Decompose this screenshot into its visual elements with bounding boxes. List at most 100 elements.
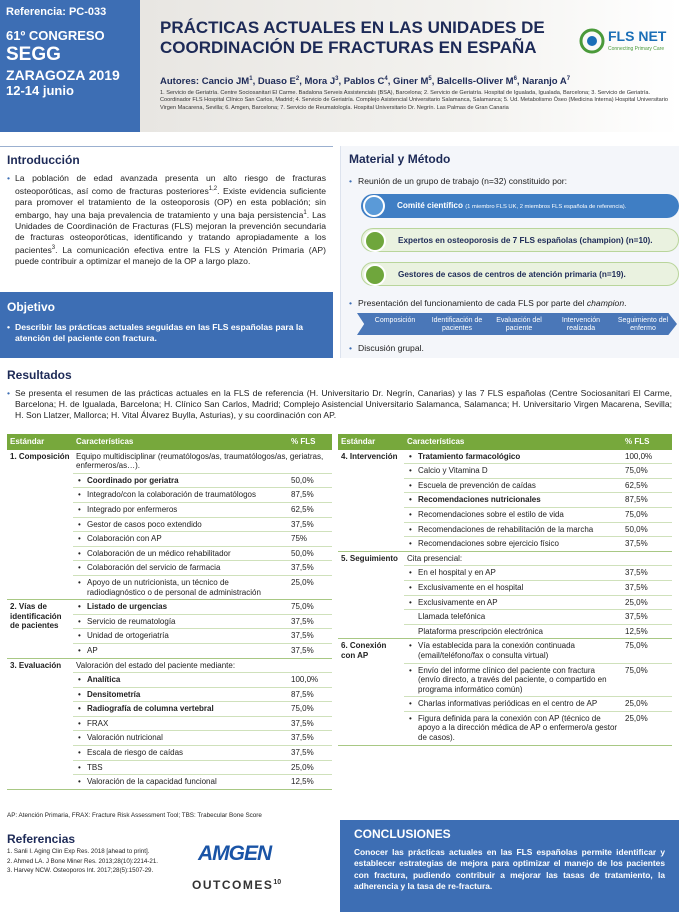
percentage: 87,5% bbox=[622, 492, 672, 508]
feature: Coordinado por geriatra bbox=[73, 473, 288, 489]
authors: Autores: Cancio JM1, Duaso E2, Mora J3, … bbox=[160, 76, 670, 87]
standard: 1. Composición bbox=[7, 449, 73, 601]
feature: Envío del informe clínico del paciente c… bbox=[404, 663, 622, 698]
author-name: Balcells-Oliver M bbox=[437, 76, 514, 88]
author-sup: 4 bbox=[384, 76, 388, 82]
percentage: 25,0% bbox=[622, 595, 672, 611]
authors-label: Autores: bbox=[160, 76, 200, 88]
feature: Exclusivamente en el hospital bbox=[404, 580, 622, 596]
feature: AP bbox=[73, 643, 288, 659]
reference: 3. Harvey NCW. Osteoporos Int. 2017;28(5… bbox=[7, 867, 154, 874]
standard: 4. Intervención bbox=[338, 449, 404, 552]
author-name: Mora J bbox=[304, 76, 336, 88]
item-row: Recomendaciones sobre ejercicio físico37… bbox=[338, 536, 672, 552]
footnote: AP: Atención Primaria, FRAX: Fracture Ri… bbox=[7, 812, 262, 819]
percentage: 87,5% bbox=[288, 487, 332, 503]
item-row: Colaboración de un médico rehabilitador5… bbox=[7, 546, 332, 562]
header-row: Estándar Características% FLS bbox=[7, 434, 332, 450]
objective-text: Describir las prácticas actuales seguida… bbox=[7, 322, 326, 344]
table-group: 1. Composición Equipo multidisciplinar (r… bbox=[7, 449, 332, 601]
outcomes-logo: OUTCOMES10 bbox=[192, 878, 281, 892]
author-sep: , bbox=[516, 76, 520, 88]
feature: Listado de urgencias bbox=[73, 599, 288, 615]
intro-row: 5. Seguimiento Cita presencial: bbox=[338, 551, 672, 640]
feature: TBS bbox=[73, 760, 288, 776]
reference: 1. Sanli I. Aging Clin Exp Res. 2018 [ah… bbox=[7, 848, 150, 855]
intro-run: La población de edad avanzada presenta u… bbox=[15, 173, 326, 196]
feature: Gestor de casos poco extendido bbox=[73, 517, 288, 533]
item-row: Integrado/con la colaboración de traumat… bbox=[7, 487, 332, 503]
feature: Analítica bbox=[73, 672, 288, 688]
author-sup: 3 bbox=[335, 76, 339, 82]
percentage: 37,5% bbox=[288, 745, 332, 761]
reference: Referencia: PC-033 bbox=[6, 6, 107, 18]
column-header: Características bbox=[73, 434, 288, 450]
affiliations: 1. Servicio de Geriatría. Centre Sociosa… bbox=[160, 90, 669, 111]
intro-row: 1. Composición Equipo multidisciplinar (r… bbox=[7, 449, 332, 601]
standard: 3. Evaluación bbox=[7, 658, 73, 790]
feature: Exclusivamente en AP bbox=[404, 595, 622, 611]
column-header: Estándar bbox=[7, 434, 73, 450]
feature: Apoyo de un nutricionista, un técnico de… bbox=[73, 575, 288, 601]
bullet-em: champion bbox=[586, 298, 625, 308]
group-label: Comité científico bbox=[397, 201, 463, 210]
table-group: 3. Evaluación Valoración del estado del p… bbox=[7, 658, 332, 790]
percentage: 12,5% bbox=[622, 624, 672, 640]
step: Composición bbox=[357, 313, 429, 335]
bullet-end: . bbox=[624, 298, 627, 308]
citation: 3 bbox=[51, 244, 56, 251]
standard: 6. Conexión con AP bbox=[338, 638, 404, 746]
results-table: Estándar Características% FLS 4. Intervenc… bbox=[338, 434, 672, 746]
percentage: 75,0% bbox=[622, 463, 672, 479]
citation: 1,2 bbox=[208, 186, 218, 192]
author-sup: 7 bbox=[566, 76, 571, 82]
group-intro: Cita presencial: bbox=[404, 551, 672, 567]
percentage: 37,5% bbox=[622, 565, 672, 581]
feature: Unidad de ortogeriatría bbox=[73, 628, 288, 644]
item-row: 2. Vías de identificación de pacientesLi… bbox=[7, 599, 332, 659]
percentage: 75,0% bbox=[622, 507, 672, 523]
section-heading: CONCLUSIONES bbox=[354, 827, 451, 841]
percentage: 50,0% bbox=[288, 546, 332, 562]
intro-run: . Existe evidencia suficiente para promo… bbox=[15, 185, 326, 220]
percentage: 62,5% bbox=[622, 478, 672, 494]
logo-tagline: Connecting Primary Care bbox=[608, 46, 665, 52]
column-header: % FLS bbox=[622, 434, 672, 450]
author-sup: 6 bbox=[513, 76, 517, 82]
percentage: 12,5% bbox=[288, 774, 332, 790]
author-name: Pablos C bbox=[343, 76, 385, 88]
feature: Integrado/con la colaboración de traumat… bbox=[73, 487, 288, 503]
group-pill: Gestores de casos de centros de atención… bbox=[361, 262, 679, 286]
feature: Recomendaciones sobre ejercicio físico bbox=[404, 536, 622, 552]
logo-name: FLS NET bbox=[608, 28, 667, 44]
percentage: 37,5% bbox=[288, 643, 332, 659]
group-intro: Valoración del estado del paciente media… bbox=[73, 658, 332, 674]
standard: 2. Vías de identificación de pacientes bbox=[7, 599, 73, 659]
percentage: 62,5% bbox=[288, 502, 332, 518]
column-header: Características bbox=[404, 434, 622, 450]
author-sep: , bbox=[299, 76, 302, 88]
section-heading: Referencias bbox=[7, 832, 76, 846]
venue: ZARAGOZA 2019 bbox=[6, 67, 120, 83]
feature: Llamada telefónica bbox=[404, 609, 622, 625]
step: Identificación de pacientes bbox=[419, 313, 491, 335]
percentage: 37,5% bbox=[288, 628, 332, 644]
percentage: 87,5% bbox=[288, 687, 332, 703]
section-heading: Resultados bbox=[7, 368, 72, 382]
item-row: Valoración de la capacidad funcional12,5… bbox=[7, 774, 332, 790]
percentage: 25,0% bbox=[288, 760, 332, 776]
table-head: Estándar Características% FLS bbox=[7, 434, 332, 450]
header-background bbox=[140, 0, 679, 132]
feature: Plataforma prescripción electrónica bbox=[404, 624, 622, 640]
table-group: 6. Conexión con APVía establecida para l… bbox=[338, 638, 672, 746]
feature: Colaboración con AP bbox=[73, 531, 288, 547]
intro-run: . Las Unidades de Coordinación de Fractu… bbox=[15, 209, 326, 255]
feature: Valoración nutricional bbox=[73, 730, 288, 747]
percentage: 75% bbox=[288, 531, 332, 547]
author-sep: , bbox=[387, 76, 391, 88]
percentage: 25,0% bbox=[622, 711, 672, 746]
